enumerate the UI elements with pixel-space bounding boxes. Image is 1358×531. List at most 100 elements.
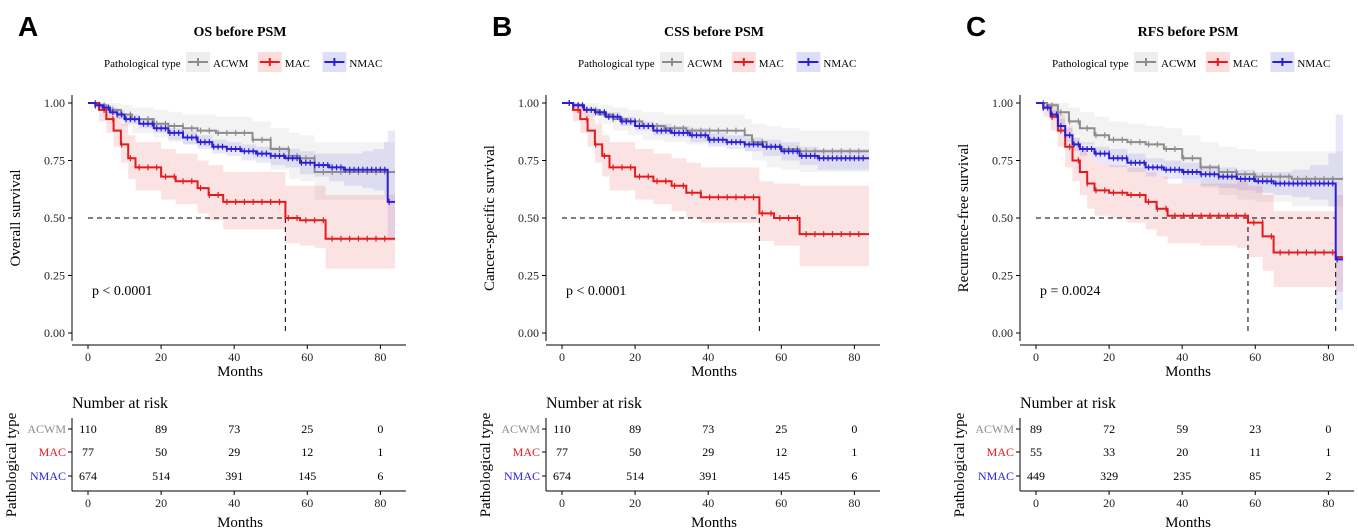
risk-group-label-acwm: ACWM — [27, 422, 66, 436]
censor-marks-nmac — [1042, 104, 1338, 263]
panel-b: B CSS before PSM Pathological type ACWM MAC N… — [478, 11, 880, 531]
risk-count: 20 — [1176, 445, 1188, 459]
risk-count: 55 — [1030, 445, 1042, 459]
x-tick-label: 80 — [848, 350, 860, 364]
p-value: p < 0.0001 — [92, 284, 152, 299]
legend-item-acwm: ACWM — [660, 52, 723, 72]
x-tick-label: 20 — [1103, 350, 1115, 364]
risk-x-tick-label: 80 — [848, 496, 860, 510]
risk-count: 110 — [553, 422, 571, 436]
legend-label-acwm: ACWM — [213, 58, 249, 70]
ci-band-acwm — [88, 103, 395, 200]
y-tick-label: 0.00 — [992, 326, 1013, 340]
legend-item-nmac: NMAC — [322, 52, 382, 72]
legend-label-nmac: NMAC — [823, 58, 856, 70]
panel-title: OS before PSM — [193, 25, 286, 40]
risk-count: 25 — [301, 422, 313, 436]
y-tick-label: 0.00 — [518, 326, 539, 340]
risk-group-label-acwm: ACWM — [501, 422, 540, 436]
risk-count: 391 — [699, 469, 717, 483]
panel-title: CSS before PSM — [664, 25, 764, 40]
risk-count: 29 — [702, 445, 714, 459]
legend-label-mac: MAC — [1233, 58, 1258, 70]
risk-count: 72 — [1103, 422, 1115, 436]
legend-label-mac: MAC — [759, 58, 784, 70]
x-tick-label: 20 — [155, 350, 167, 364]
km-curve-nmac — [1036, 102, 1343, 261]
risk-x-tick-label: 40 — [702, 496, 714, 510]
y-tick-label: 0.50 — [44, 211, 65, 225]
risk-x-axis-title: Months — [1165, 515, 1211, 531]
risk-group-label-nmac: NMAC — [30, 469, 66, 483]
x-tick-label: 20 — [629, 350, 641, 364]
risk-x-axis-title: Months — [217, 515, 263, 531]
risk-count: 73 — [702, 422, 714, 436]
legend-item-acwm: ACWM — [1134, 52, 1197, 72]
risk-count: 12 — [775, 445, 787, 459]
censor-marks-nmac — [568, 100, 864, 162]
x-tick-label: 60 — [775, 350, 787, 364]
y-tick-label: 0.75 — [44, 154, 65, 168]
y-axis-title: Recurrence-free survival — [956, 144, 972, 293]
risk-x-tick-label: 40 — [1176, 496, 1188, 510]
risk-group-label-mac: MAC — [513, 445, 540, 459]
panel-a: A OS before PSM Pathological type ACWM MAC NM… — [4, 11, 406, 531]
risk-x-tick-label: 20 — [629, 496, 641, 510]
risk-count: 0 — [851, 422, 857, 436]
risk-count: 85 — [1249, 469, 1261, 483]
ci-band-nmac — [562, 103, 869, 170]
ci-band-mac — [1036, 103, 1343, 292]
km-curve-acwm — [1036, 102, 1343, 180]
risk-table: Number at risk Pathological type ACWM 110 89… — [478, 395, 880, 531]
risk-count: 674 — [79, 469, 97, 483]
risk-count: 29 — [228, 445, 240, 459]
legend-item-nmac: NMAC — [796, 52, 856, 72]
risk-count: 235 — [1173, 469, 1191, 483]
ci-band-mac — [88, 103, 395, 269]
risk-x-tick-label: 20 — [1103, 496, 1115, 510]
risk-count: 12 — [301, 445, 313, 459]
risk-x-tick-label: 60 — [775, 496, 787, 510]
censor-marks-mac — [94, 100, 386, 242]
risk-count: 449 — [1027, 469, 1045, 483]
risk-count: 391 — [225, 469, 243, 483]
ci-band-mac — [562, 103, 869, 267]
risk-count: 514 — [626, 469, 644, 483]
ci-band-nmac — [1036, 103, 1343, 310]
risk-count: 514 — [152, 469, 170, 483]
risk-count: 73 — [228, 422, 240, 436]
legend-item-mac: MAC — [731, 52, 784, 72]
risk-y-axis-title: Pathological type — [4, 412, 20, 517]
risk-count: 145 — [298, 469, 316, 483]
p-value: p < 0.0001 — [566, 284, 626, 299]
risk-count: 89 — [1030, 422, 1042, 436]
risk-x-tick-label: 60 — [301, 496, 313, 510]
censor-marks-mac — [568, 100, 860, 238]
x-tick-label: 80 — [374, 350, 386, 364]
km-curve-mac — [1036, 102, 1343, 259]
y-tick-label: 0.75 — [518, 154, 539, 168]
risk-count: 1 — [1325, 445, 1331, 459]
risk-count: 1 — [851, 445, 857, 459]
risk-x-tick-label: 40 — [228, 496, 240, 510]
risk-table: Number at risk Pathological type ACWM 89 72 5… — [952, 395, 1354, 531]
risk-group-label-nmac: NMAC — [504, 469, 540, 483]
y-tick-label: 0.50 — [992, 211, 1013, 225]
risk-y-axis-title: Pathological type — [478, 412, 494, 517]
risk-count: 89 — [155, 422, 167, 436]
y-tick-label: 0.25 — [518, 269, 539, 283]
risk-count: 59 — [1176, 422, 1188, 436]
risk-x-tick-label: 60 — [1249, 496, 1261, 510]
legend-label-nmac: NMAC — [1297, 58, 1330, 70]
risk-x-tick-label: 80 — [374, 496, 386, 510]
legend: Pathological type ACWM MAC NMAC — [578, 52, 856, 72]
panel-letter: B — [492, 11, 512, 42]
legend-title: Pathological type — [578, 58, 655, 70]
panel-title: RFS before PSM — [1138, 25, 1239, 40]
legend-item-nmac: NMAC — [1270, 52, 1330, 72]
x-axis-title: Months — [217, 364, 263, 380]
x-tick-label: 60 — [1249, 350, 1261, 364]
risk-count: 25 — [775, 422, 787, 436]
risk-table-title: Number at risk — [546, 395, 642, 412]
risk-count: 50 — [155, 445, 167, 459]
